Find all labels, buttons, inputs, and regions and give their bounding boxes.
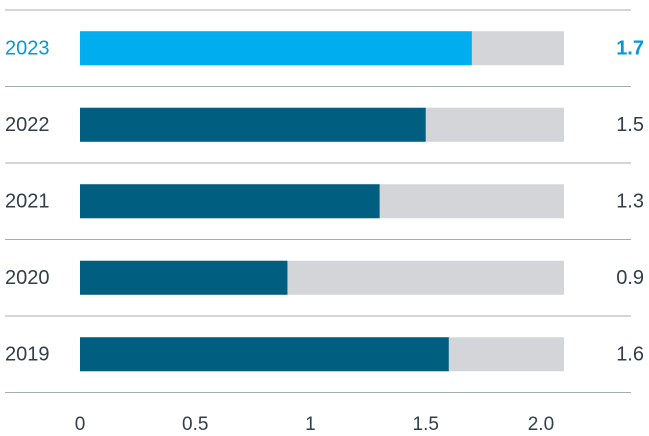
x-tick-label: 1.5 — [413, 414, 439, 435]
category-label: 2023 — [5, 37, 50, 59]
bars — [80, 31, 472, 372]
bar-2021 — [80, 184, 380, 219]
bar-2022 — [80, 107, 426, 142]
category-label: 2019 — [5, 343, 50, 365]
x-tick-label: 0 — [75, 414, 86, 435]
bar-2020 — [80, 260, 288, 295]
category-label: 2020 — [5, 267, 50, 289]
value-label: 1.5 — [616, 114, 644, 136]
category-label: 2021 — [5, 190, 50, 212]
bar-2023 — [80, 31, 472, 66]
value-label: 1.6 — [616, 343, 644, 365]
x-tick-label: 2.0 — [528, 414, 554, 435]
x-tick-label: 1 — [305, 414, 316, 435]
value-label: 1.3 — [616, 190, 644, 212]
category-label: 2022 — [5, 114, 50, 136]
row-separators — [5, 9, 631, 393]
value-label: 1.7 — [616, 37, 644, 59]
x-tick-label: 0.5 — [182, 414, 208, 435]
value-label: 0.9 — [616, 267, 644, 289]
bar-2019 — [80, 337, 449, 372]
category-labels: 2023 2022 2021 2020 2019 — [5, 37, 50, 365]
x-axis-ticks: 0 0.5 1 1.5 2.0 — [75, 414, 554, 435]
value-labels: 1.7 1.5 1.3 0.9 1.6 — [616, 37, 644, 365]
